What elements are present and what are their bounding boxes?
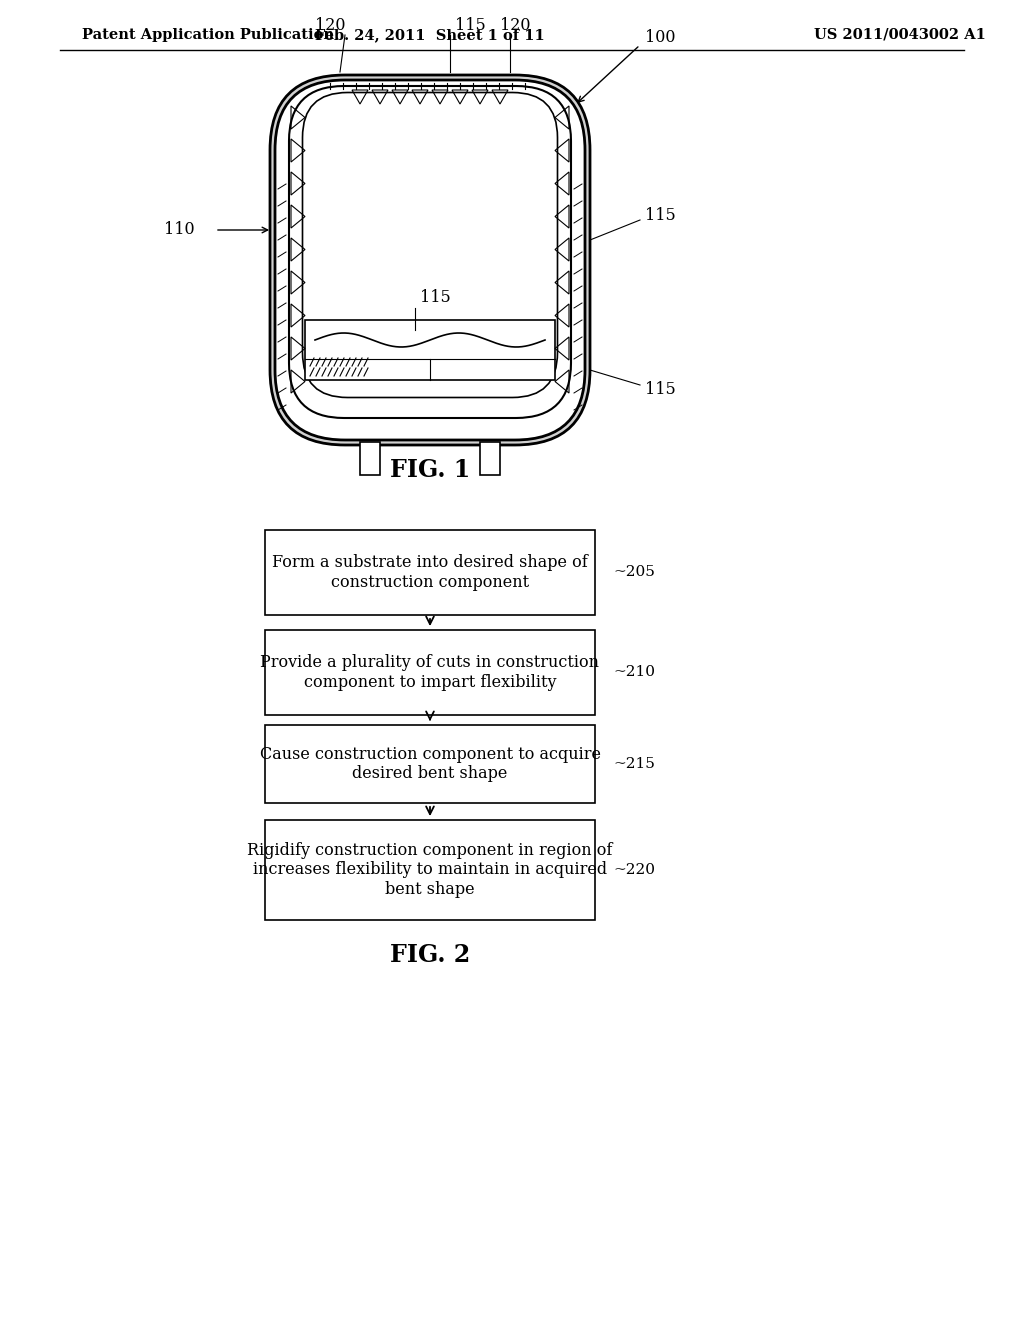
Text: Rigidify construction component in region of
increases flexibility to maintain i: Rigidify construction component in regio… (248, 842, 612, 898)
Text: 115: 115 (455, 16, 485, 33)
Text: 110: 110 (165, 222, 195, 239)
Text: Cause construction component to acquire
desired bent shape: Cause construction component to acquire … (259, 746, 600, 783)
Bar (480, 442, 500, 475)
FancyBboxPatch shape (302, 92, 557, 397)
Text: 100: 100 (645, 29, 676, 46)
Bar (265, 820, 595, 920)
Bar (265, 725, 595, 803)
Text: 115: 115 (420, 289, 451, 306)
Text: Provide a plurality of cuts in construction
component to impart flexibility: Provide a plurality of cuts in construct… (260, 655, 599, 690)
Text: 120: 120 (315, 16, 345, 33)
Text: Form a substrate into desired shape of
construction component: Form a substrate into desired shape of c… (272, 554, 588, 591)
Text: 115: 115 (645, 381, 676, 399)
Text: FIG. 2: FIG. 2 (390, 942, 470, 968)
FancyBboxPatch shape (289, 86, 571, 418)
Text: US 2011/0043002 A1: US 2011/0043002 A1 (814, 28, 986, 42)
Text: FIG. 1: FIG. 1 (390, 458, 470, 482)
Text: Patent Application Publication: Patent Application Publication (82, 28, 334, 42)
Bar (360, 442, 380, 475)
Bar (265, 630, 595, 715)
Text: ~205: ~205 (613, 565, 655, 579)
Text: ~215: ~215 (613, 756, 655, 771)
FancyBboxPatch shape (270, 75, 590, 445)
Text: ~220: ~220 (613, 863, 655, 876)
Bar (305, 319, 555, 380)
Text: ~210: ~210 (613, 665, 655, 680)
Text: Feb. 24, 2011  Sheet 1 of 11: Feb. 24, 2011 Sheet 1 of 11 (315, 28, 545, 42)
FancyBboxPatch shape (275, 81, 585, 440)
Text: 120: 120 (500, 16, 530, 33)
Bar (265, 531, 595, 615)
Text: 115: 115 (645, 206, 676, 223)
